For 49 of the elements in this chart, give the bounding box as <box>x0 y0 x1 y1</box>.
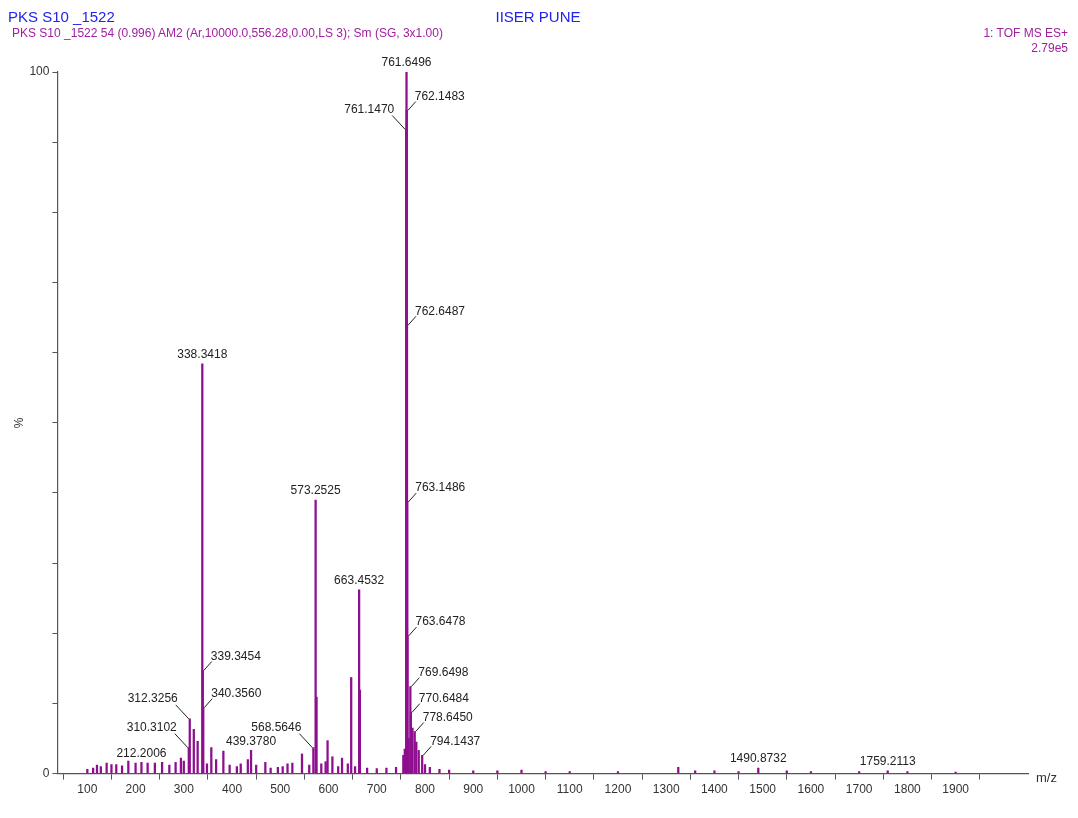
x-tick-label: 500 <box>270 782 291 797</box>
annotation: 763.6478 <box>415 614 466 629</box>
annotation: 338.3418 <box>177 347 228 362</box>
x-tick-label: 900 <box>463 782 484 797</box>
annotation: 778.6450 <box>422 709 474 724</box>
x-tick-label: 1700 <box>845 782 873 797</box>
text: 2.79e5 <box>1030 41 1068 56</box>
x-tick-label: 1200 <box>604 782 632 797</box>
x-tick-label: 300 <box>173 782 195 797</box>
x-tick-label: 1500 <box>749 782 777 797</box>
text: 1: TOF MS ES+ <box>983 26 1068 41</box>
x-tick-label: 1600 <box>797 782 825 797</box>
chart-title: PKS S10 _1522 <box>8 8 115 25</box>
annotation: 439.3780 <box>226 733 277 748</box>
x-tick-label: 1300 <box>652 782 680 797</box>
annotation: 310.3102 <box>126 719 178 734</box>
x-tick-label: 800 <box>414 782 436 797</box>
annotation: 1759.2113 <box>859 754 916 769</box>
annotation: 761.6496 <box>381 55 432 70</box>
annotation: 212.2006 <box>116 745 167 760</box>
annotation: 770.6484 <box>418 690 470 705</box>
x-axis-title: m/z <box>1036 769 1057 785</box>
annotation: 769.6498 <box>418 664 469 679</box>
x-tick-label: 1400 <box>701 782 729 797</box>
x-tick-label: 1900 <box>942 782 970 797</box>
annotation: 312.3256 <box>127 691 179 706</box>
x-tick-label: 100 <box>77 782 98 797</box>
annotation: 339.3454 <box>210 648 262 663</box>
annotation: 663.4532 <box>334 573 385 588</box>
annotation: 761.1470 <box>344 101 395 116</box>
annotation: 573.2525 <box>290 483 341 498</box>
annotation: 568.5646 <box>251 719 302 734</box>
x-tick-label: 700 <box>366 782 388 797</box>
x-tick-label: 600 <box>318 782 339 797</box>
annotation: 1490.8732 <box>729 751 787 766</box>
y-tick-label: 0 <box>42 765 50 780</box>
annotation: 340.3560 <box>211 685 262 700</box>
x-tick-label: 1000 <box>508 782 536 797</box>
text: IISER PUNE <box>495 8 581 25</box>
annotation: 762.1483 <box>414 88 466 103</box>
annotation: 762.6487 <box>414 303 466 318</box>
annotation: 794.1437 <box>430 733 481 748</box>
x-tick-label: 400 <box>222 782 243 797</box>
x-tick-label: 200 <box>125 782 146 797</box>
chart-subtitle: PKS S10 _1522 54 (0.996) AM2 (Ar,10000.0,556.28,0.00,LS 3); Sm (SG, 3x1.00) <box>12 26 443 40</box>
annotation: 763.1486 <box>415 480 466 495</box>
x-tick-label: 1100 <box>556 782 583 797</box>
y-axis-title: % <box>11 417 26 429</box>
x-tick-label: 1800 <box>894 782 922 797</box>
